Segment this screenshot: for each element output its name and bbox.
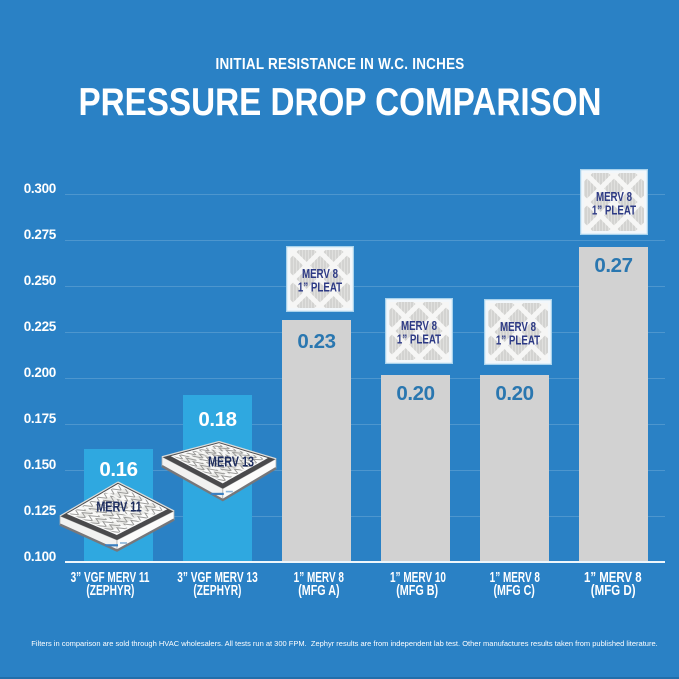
svg-text:MERV 8: MERV 8 — [301, 267, 337, 280]
svg-text:1” PLEAT: 1” PLEAT — [397, 334, 441, 347]
svg-text:MERV 8: MERV 8 — [500, 321, 536, 334]
svg-text:1” PLEAT: 1” PLEAT — [592, 204, 636, 217]
svg-text:MERV 13: MERV 13 — [208, 453, 254, 470]
svg-text:1” PLEAT: 1” PLEAT — [496, 335, 540, 348]
svg-text:MERV 8: MERV 8 — [401, 320, 437, 333]
svg-text:MERV 11: MERV 11 — [96, 498, 141, 515]
svg-text:MERV 8: MERV 8 — [596, 190, 632, 203]
svg-text:1” PLEAT: 1” PLEAT — [297, 281, 341, 294]
